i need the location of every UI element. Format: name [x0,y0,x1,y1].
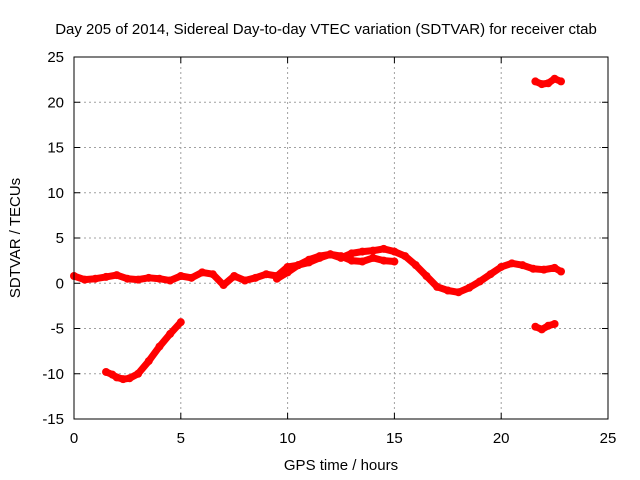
data-point [465,283,474,292]
data-point [187,273,196,282]
data-point [433,282,442,291]
tick-labels: 0 5 10 15 20 25 -15 -10 -5 0 5 10 15 20 25 [42,49,616,447]
y-tick-label: 20 [47,94,64,111]
series-late-segment-low [531,319,559,334]
x-tick-label: 25 [600,430,617,447]
data-points [70,74,566,384]
tick-marks [73,56,609,420]
series-early-arc [102,318,185,384]
data-point [401,252,410,261]
data-point [315,252,324,261]
data-point [369,253,378,262]
data-point [537,325,546,334]
x-tick-label: 5 [177,430,185,447]
data-point [475,277,484,286]
x-tick-label: 20 [493,430,510,447]
y-axis-label: SDTVAR / TECUs [7,178,24,298]
data-point [422,272,431,281]
data-point [369,246,378,255]
data-point [557,77,566,86]
data-point [379,244,388,253]
y-tick-label: 10 [47,185,64,202]
x-tick-label: 15 [386,430,403,447]
data-point [531,322,540,331]
y-tick-label: -10 [42,366,64,383]
data-point [443,286,452,295]
data-point [102,367,111,376]
series-main-track [70,244,566,297]
data-point [144,273,153,282]
data-point [337,252,345,261]
x-tick-label: 10 [279,430,296,447]
data-point [166,276,175,285]
data-point [208,270,217,279]
data-point [198,268,207,277]
data-point [518,261,527,270]
data-point [557,267,566,276]
data-point [550,319,559,328]
data-point [544,321,553,330]
x-axis-label: GPS time / hours [284,457,398,474]
y-tick-label: -15 [42,411,64,428]
data-point [134,369,143,378]
y-tick-label: 25 [47,49,64,66]
data-point [529,264,538,273]
data-point [550,74,559,83]
series-late-segment-high [531,74,566,89]
data-point [219,281,228,290]
data-point [176,272,185,281]
data-point [304,255,313,264]
data-point [347,249,356,258]
chart-title: Day 205 of 2014, Sidereal Day-to-day VTE… [55,21,597,38]
data-point [497,262,506,271]
data-point [119,375,128,384]
data-point [80,275,89,284]
data-point [155,342,164,351]
data-point [550,263,559,272]
data-point [91,274,100,283]
data-point [262,270,271,279]
data-point [176,318,185,327]
x-tick-label: 0 [70,430,78,447]
data-point [544,79,553,88]
data-point [539,265,548,274]
data-point [507,259,516,268]
data-point [230,272,239,281]
data-point [123,274,132,283]
data-point [155,274,164,283]
data-point [358,257,367,266]
data-point [537,80,546,89]
data-point [144,357,153,366]
data-point [379,256,388,265]
data-point [112,373,121,382]
data-point [283,268,292,277]
y-tick-label: 5 [56,230,64,247]
data-point [272,274,281,283]
data-point [125,374,134,383]
data-point [390,247,399,256]
data-point [112,271,121,280]
y-tick-label: -5 [51,321,64,338]
data-point [347,256,356,265]
data-point [326,250,335,259]
data-point [294,261,303,270]
data-point [486,270,495,279]
data-point [390,257,399,266]
data-point [102,272,111,281]
data-point [358,247,367,256]
data-point [411,261,420,270]
data-point [134,275,143,284]
data-point [251,273,260,282]
data-point [531,77,540,86]
y-tick-label: 15 [47,140,64,157]
data-point [166,329,175,338]
data-point [240,276,249,285]
series-upper-branch-10-15h [272,250,399,283]
grid-lines [74,57,608,419]
data-point [454,288,463,297]
y-tick-label: 0 [56,275,64,292]
